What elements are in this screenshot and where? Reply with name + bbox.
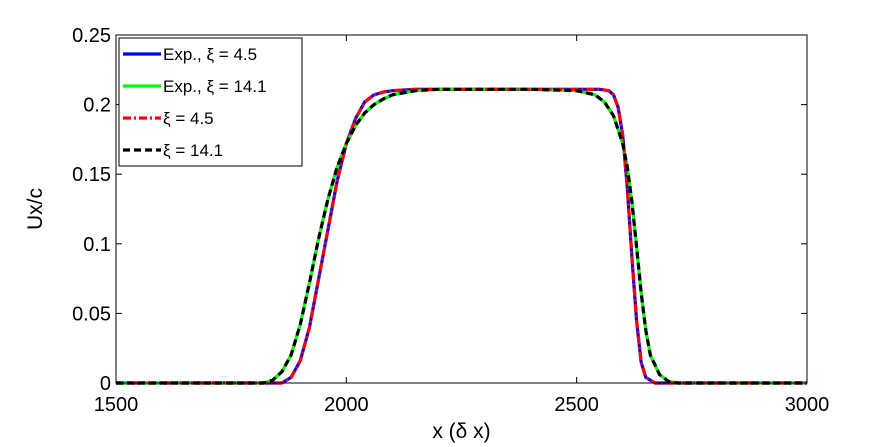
ticks-layer: 1500 2000 2500 3000 0 0.05 0.1 0.15 0.2 0.25 (72, 25, 829, 416)
x-tick-label: 1500 (94, 394, 139, 416)
y-tick-label: 0.15 (72, 164, 111, 186)
x-tick-label: 2000 (324, 394, 369, 416)
y-axis-title: Ux/c (24, 188, 47, 230)
y-tick-label: 0.05 (72, 303, 111, 325)
legend-label-3: ξ = 4.5 (163, 109, 214, 128)
legend-label-1: Exp., ξ = 4.5 (163, 45, 257, 64)
series-line-4 (116, 87, 807, 385)
legend-label-2: Exp., ξ = 14.1 (163, 77, 267, 96)
legend-box (118, 37, 303, 167)
series-layer (116, 87, 807, 385)
legend-label-4: ξ = 14.1 (163, 141, 223, 160)
plot-frame (115, 34, 808, 384)
x-tick-label: 2500 (554, 394, 599, 416)
y-tick-label: 0.1 (83, 234, 111, 256)
x-axis-title: x (δ x) (432, 420, 490, 443)
y-tick-label: 0 (100, 373, 111, 395)
legend: Exp., ξ = 4.5 Exp., ξ = 14.1 ξ = 4.5 ξ = 14… (118, 37, 303, 167)
x-tick-label: 3000 (785, 394, 830, 416)
series-line-3 (116, 87, 807, 385)
y-tick-label: 0.25 (72, 25, 111, 47)
y-tick-label: 0.2 (83, 95, 111, 117)
